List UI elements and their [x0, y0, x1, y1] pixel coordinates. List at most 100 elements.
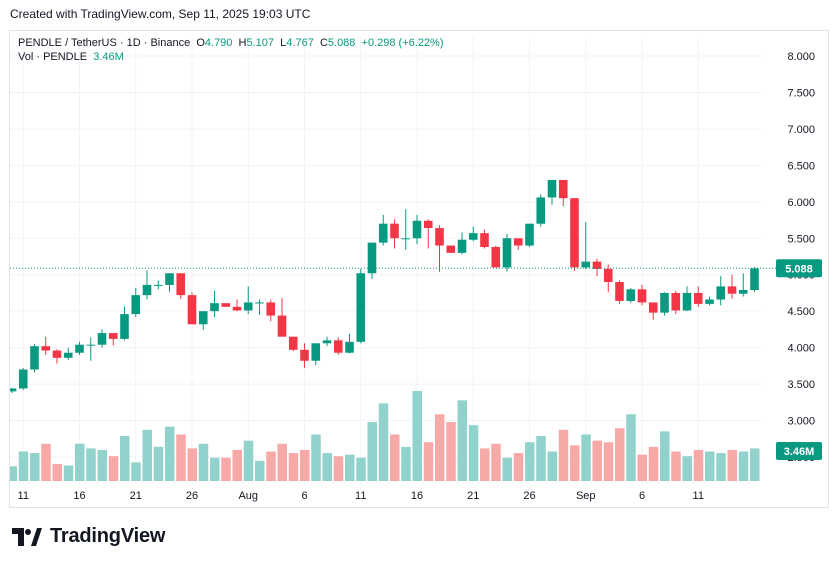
candle-body[interactable]: [142, 284, 152, 296]
x-tick-label: 6: [639, 490, 645, 502]
candle-body[interactable]: [412, 220, 422, 239]
volume-bar: [637, 454, 647, 481]
candlestick-chart[interactable]: 8.0007.5007.0006.5006.0005.5005.0004.500…: [10, 31, 830, 509]
y-tick-label: 8.000: [787, 51, 815, 63]
volume-bar: [716, 453, 726, 481]
candle-body[interactable]: [401, 238, 411, 240]
candle-body[interactable]: [52, 350, 62, 358]
candle-body[interactable]: [390, 223, 399, 239]
volume-bar: [435, 414, 445, 481]
volume-tag: [776, 442, 822, 460]
legend-open-label: O: [196, 37, 205, 49]
candle-body[interactable]: [63, 352, 73, 358]
volume-bar: [120, 436, 130, 481]
candle-body[interactable]: [502, 238, 512, 268]
candle-body[interactable]: [592, 261, 602, 269]
candle-body[interactable]: [750, 268, 759, 291]
x-tick-label: 16: [73, 490, 85, 502]
candle-body[interactable]: [221, 303, 231, 307]
candle-body[interactable]: [97, 333, 107, 345]
candle-body[interactable]: [570, 198, 579, 268]
volume-bar: [502, 457, 512, 481]
chart-frame[interactable]: 8.0007.5007.0006.5006.0005.5005.0004.500…: [9, 30, 829, 508]
candle-body[interactable]: [243, 302, 253, 311]
candle-body[interactable]: [198, 311, 208, 325]
candle-body[interactable]: [176, 273, 186, 296]
volume-label[interactable]: Vol · PENDLE: [18, 51, 88, 63]
candle-body[interactable]: [266, 302, 276, 316]
candle-body[interactable]: [603, 268, 613, 283]
candle-body[interactable]: [232, 306, 242, 311]
candle-body[interactable]: [682, 292, 692, 311]
candle-body[interactable]: [30, 346, 39, 370]
candle-body[interactable]: [75, 344, 84, 353]
candle-body[interactable]: [187, 295, 197, 325]
candle-body[interactable]: [345, 341, 354, 353]
candle-body[interactable]: [491, 247, 501, 268]
candle-body[interactable]: [716, 286, 726, 300]
volume-bar: [63, 465, 74, 481]
volume-bar: [727, 449, 737, 481]
candle-body[interactable]: [311, 343, 321, 361]
candle-body[interactable]: [558, 179, 568, 199]
candle-body[interactable]: [153, 284, 163, 286]
candle-body[interactable]: [480, 233, 489, 248]
candle-body[interactable]: [322, 340, 332, 344]
candle-body[interactable]: [525, 223, 534, 246]
tradingview-logo: TradingView: [12, 525, 165, 548]
candle-body[interactable]: [367, 242, 377, 274]
candle-body[interactable]: [288, 336, 298, 350]
candle-body[interactable]: [637, 289, 647, 303]
volume-value: 3.46M: [93, 51, 124, 63]
candle-body[interactable]: [41, 346, 51, 351]
candle-body[interactable]: [435, 228, 444, 246]
y-tick-label: 7.000: [787, 124, 815, 136]
candle-body[interactable]: [131, 295, 141, 315]
candle-body[interactable]: [300, 349, 309, 361]
candle-body[interactable]: [536, 197, 546, 224]
candle-body[interactable]: [210, 303, 219, 312]
x-tick-label: Sep: [576, 490, 596, 502]
volume-bar: [232, 449, 242, 481]
candle-body[interactable]: [660, 292, 669, 313]
candle-body[interactable]: [120, 314, 129, 339]
x-tick-label: 11: [18, 490, 29, 502]
volume-bar: [457, 400, 467, 481]
candle-body[interactable]: [356, 273, 366, 342]
legend-symbol[interactable]: PENDLE / TetherUS · 1D · Binance: [18, 37, 191, 49]
volume-bar: [525, 442, 535, 481]
candle-body[interactable]: [446, 245, 456, 253]
candle-body[interactable]: [457, 239, 467, 253]
candle-body[interactable]: [513, 238, 523, 246]
candle-body[interactable]: [333, 340, 343, 353]
candle-body[interactable]: [671, 292, 681, 311]
candle-body[interactable]: [468, 233, 478, 240]
candle-body[interactable]: [626, 289, 636, 301]
candle-body[interactable]: [727, 286, 737, 294]
candle-body[interactable]: [255, 302, 264, 304]
candle-body[interactable]: [378, 223, 388, 243]
candle-body[interactable]: [18, 369, 28, 389]
candle-body[interactable]: [547, 179, 557, 198]
brand-name: TradingView: [50, 525, 166, 547]
candle-body[interactable]: [738, 290, 748, 294]
candle-body[interactable]: [165, 273, 174, 285]
candle-body[interactable]: [581, 261, 591, 268]
volume-bar: [570, 445, 580, 481]
candle-body[interactable]: [10, 388, 17, 392]
volume-bar: [378, 403, 389, 481]
x-tick-label: 26: [523, 490, 535, 502]
x-tick-label: Aug: [238, 490, 258, 502]
candle-body[interactable]: [108, 333, 118, 339]
candle-body[interactable]: [693, 292, 703, 304]
candle-body[interactable]: [423, 220, 433, 229]
candle-body[interactable]: [277, 315, 287, 337]
candle-body[interactable]: [86, 344, 96, 346]
volume-bar: [10, 466, 17, 481]
volume-bar: [480, 448, 490, 481]
candle-body[interactable]: [705, 299, 714, 304]
candle-body[interactable]: [615, 282, 624, 301]
volume-bar: [108, 456, 119, 481]
volume-bar: [705, 451, 715, 481]
candle-body[interactable]: [648, 302, 658, 313]
